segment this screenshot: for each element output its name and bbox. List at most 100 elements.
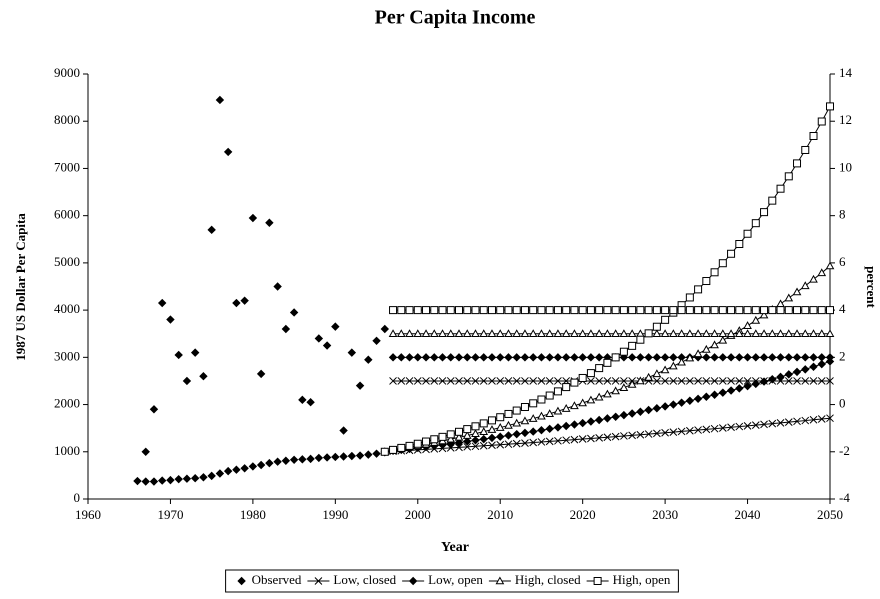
marker-square: [776, 306, 785, 315]
marker-diamond: [298, 395, 307, 405]
marker-square: [694, 306, 703, 315]
marker-triangle: [627, 379, 637, 388]
marker-x: [751, 421, 760, 429]
marker-diamond: [454, 438, 464, 447]
marker-x: [718, 424, 727, 432]
marker-x: [727, 377, 735, 385]
marker-x: [826, 377, 834, 385]
legend-label: Low, closed: [333, 572, 396, 587]
marker-diamond: [809, 362, 818, 371]
marker-square: [562, 306, 571, 315]
marker-triangle: [652, 369, 662, 378]
marker-square: [793, 306, 802, 315]
marker-square: [479, 419, 488, 428]
marker-diamond: [339, 426, 348, 435]
x-tick-label: 2050: [817, 507, 843, 522]
marker-x: [702, 377, 711, 385]
marker-triangle: [495, 576, 505, 585]
marker-diamond: [792, 353, 802, 362]
marker-triangle: [438, 329, 447, 338]
marker-diamond: [512, 429, 521, 439]
marker-triangle: [619, 329, 629, 338]
marker-triangle: [528, 414, 538, 422]
marker-x: [809, 377, 818, 385]
marker-triangle: [553, 329, 563, 338]
marker-x: [554, 377, 562, 385]
marker-diamond: [669, 400, 678, 409]
marker-x: [512, 439, 521, 448]
marker-x: [620, 377, 628, 385]
marker-square: [496, 306, 505, 315]
marker-diamond: [759, 353, 769, 362]
marker-diamond: [570, 353, 579, 362]
marker-square: [685, 293, 694, 302]
marker-triangle: [792, 287, 802, 296]
marker-diamond: [520, 353, 530, 362]
marker-diamond: [149, 405, 159, 414]
marker-triangle: [462, 329, 472, 338]
marker-square: [743, 229, 752, 238]
marker-x: [463, 377, 472, 385]
marker-triangle: [504, 329, 513, 338]
marker-square: [413, 439, 422, 448]
marker-x: [479, 377, 488, 385]
marker-diamond: [636, 407, 645, 416]
marker-triangle: [701, 344, 711, 353]
marker-diamond: [322, 453, 332, 462]
marker-square: [553, 387, 562, 396]
marker-triangle: [693, 329, 703, 338]
marker-x: [446, 377, 455, 385]
legend-label: Low, open: [428, 572, 483, 587]
y2-tick-label: 10: [839, 159, 852, 174]
marker-diamond: [438, 353, 447, 362]
marker-diamond: [273, 282, 282, 291]
marker-square: [405, 441, 414, 450]
marker-square: [628, 341, 637, 350]
y2-axis-label: percent: [864, 266, 879, 308]
marker-diamond: [215, 95, 225, 105]
marker-diamond: [265, 218, 274, 227]
y-tick-label: 4000: [54, 301, 80, 316]
marker-diamond: [594, 353, 604, 362]
marker-diamond: [578, 353, 587, 362]
marker-triangle: [545, 329, 555, 338]
marker-triangle: [743, 329, 752, 338]
marker-diamond: [627, 353, 637, 362]
marker-triangle: [825, 261, 835, 270]
marker-square: [636, 335, 645, 344]
marker-diamond: [372, 449, 381, 458]
marker-square: [611, 306, 620, 315]
marker-diamond: [199, 372, 208, 381]
marker-triangle: [561, 403, 571, 412]
marker-square: [529, 306, 538, 315]
marker-triangle: [669, 329, 678, 338]
marker-diamond: [141, 477, 150, 486]
marker-diamond: [685, 396, 695, 405]
marker-triangle: [644, 372, 653, 381]
marker-triangle: [586, 395, 596, 404]
chart-title: Per Capita Income: [375, 7, 536, 29]
marker-diamond: [322, 341, 332, 350]
y2-tick-label: 4: [839, 301, 846, 316]
marker-triangle: [809, 329, 818, 338]
marker-x: [405, 377, 414, 385]
marker-x: [710, 377, 719, 385]
y2-tick-label: 8: [839, 207, 846, 222]
marker-x: [455, 377, 463, 385]
marker-triangle: [817, 329, 827, 338]
x-tick-label: 2020: [570, 507, 596, 522]
marker-diamond: [207, 471, 216, 481]
marker-diamond: [586, 353, 596, 362]
marker-x: [521, 377, 529, 385]
marker-square: [463, 306, 472, 315]
marker-x: [545, 437, 554, 446]
marker-x: [702, 425, 711, 434]
marker-square: [586, 306, 595, 315]
marker-diamond: [743, 353, 752, 362]
marker-diamond: [603, 414, 612, 423]
marker-diamond: [397, 353, 406, 362]
marker-diamond: [636, 353, 645, 362]
marker-diamond: [496, 432, 505, 441]
marker-triangle: [718, 329, 728, 338]
